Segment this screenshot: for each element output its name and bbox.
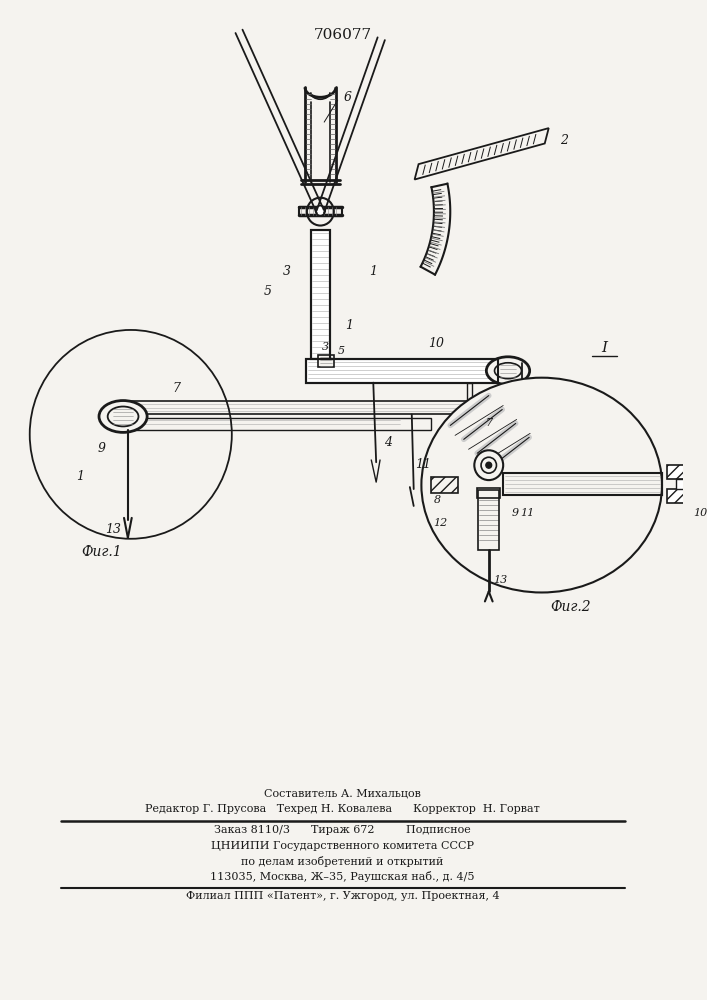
Text: I: I (601, 341, 607, 355)
Text: по делам изобретений и открытий: по делам изобретений и открытий (241, 856, 444, 867)
Bar (118, 401, 489, 414)
Bar (306, 359, 498, 383)
Text: 1: 1 (369, 265, 378, 278)
Text: 113035, Москва, Ж–35, Раушская наб., д. 4/5: 113035, Москва, Ж–35, Раушская наб., д. … (210, 871, 474, 882)
Polygon shape (414, 128, 549, 180)
Bar (478, 490, 499, 550)
Text: 3: 3 (283, 265, 291, 278)
Text: 12: 12 (433, 518, 448, 528)
Bar (503, 473, 662, 495)
Bar (677, 479, 686, 489)
Text: 4: 4 (384, 436, 392, 449)
Text: Заказ 8110/3      Тираж 672         Подписное: Заказ 8110/3 Тираж 672 Подписное (214, 825, 471, 835)
Text: 13: 13 (493, 575, 508, 585)
Bar (478, 490, 499, 550)
Bar (306, 359, 498, 383)
Text: Редактор Г. Прусова   Техред Н. Ковалева      Корректор  Н. Горват: Редактор Г. Прусова Техред Н. Ковалева К… (145, 804, 540, 814)
Text: 9: 9 (511, 508, 518, 518)
Bar (503, 473, 662, 495)
Bar (431, 477, 458, 493)
Text: Фиг.1: Фиг.1 (81, 545, 122, 559)
Text: 7: 7 (172, 382, 180, 395)
Text: Фиг.2: Фиг.2 (550, 600, 591, 614)
Circle shape (486, 462, 491, 468)
Bar (667, 489, 707, 503)
Circle shape (481, 457, 496, 473)
Text: 6: 6 (344, 91, 351, 104)
Ellipse shape (486, 357, 530, 385)
Ellipse shape (421, 378, 662, 592)
Text: 13: 13 (105, 523, 122, 536)
Text: 1: 1 (345, 319, 354, 332)
Circle shape (474, 450, 503, 480)
Text: 5: 5 (338, 346, 345, 356)
Bar (318, 355, 334, 367)
Text: 11: 11 (520, 508, 534, 518)
Text: 11: 11 (415, 458, 431, 471)
Circle shape (315, 206, 325, 216)
Ellipse shape (99, 401, 147, 432)
Text: 10: 10 (428, 337, 444, 350)
Text: 1: 1 (76, 470, 83, 483)
Bar (118, 418, 431, 430)
Bar (310, 230, 330, 359)
Bar (667, 465, 707, 479)
Text: Составитель А. Михальцов: Составитель А. Михальцов (264, 788, 421, 798)
Text: 706077: 706077 (313, 28, 372, 42)
Text: 10: 10 (694, 508, 707, 518)
Text: Филиал ППП «Патент», г. Ужгород, ул. Проектная, 4: Филиал ППП «Патент», г. Ужгород, ул. Про… (186, 891, 499, 901)
Text: 7: 7 (485, 418, 492, 428)
Text: 5: 5 (264, 285, 271, 298)
Bar (477, 488, 501, 498)
Ellipse shape (107, 407, 139, 426)
Circle shape (307, 198, 334, 226)
Text: 3: 3 (322, 342, 329, 352)
Text: 2: 2 (560, 134, 568, 147)
Text: ЦНИИПИ Государственного комитета СССР: ЦНИИПИ Государственного комитета СССР (211, 841, 474, 851)
Text: 8: 8 (434, 495, 441, 505)
Text: 9: 9 (98, 442, 106, 455)
Ellipse shape (494, 363, 522, 379)
Bar (467, 383, 472, 412)
Bar (310, 230, 330, 359)
